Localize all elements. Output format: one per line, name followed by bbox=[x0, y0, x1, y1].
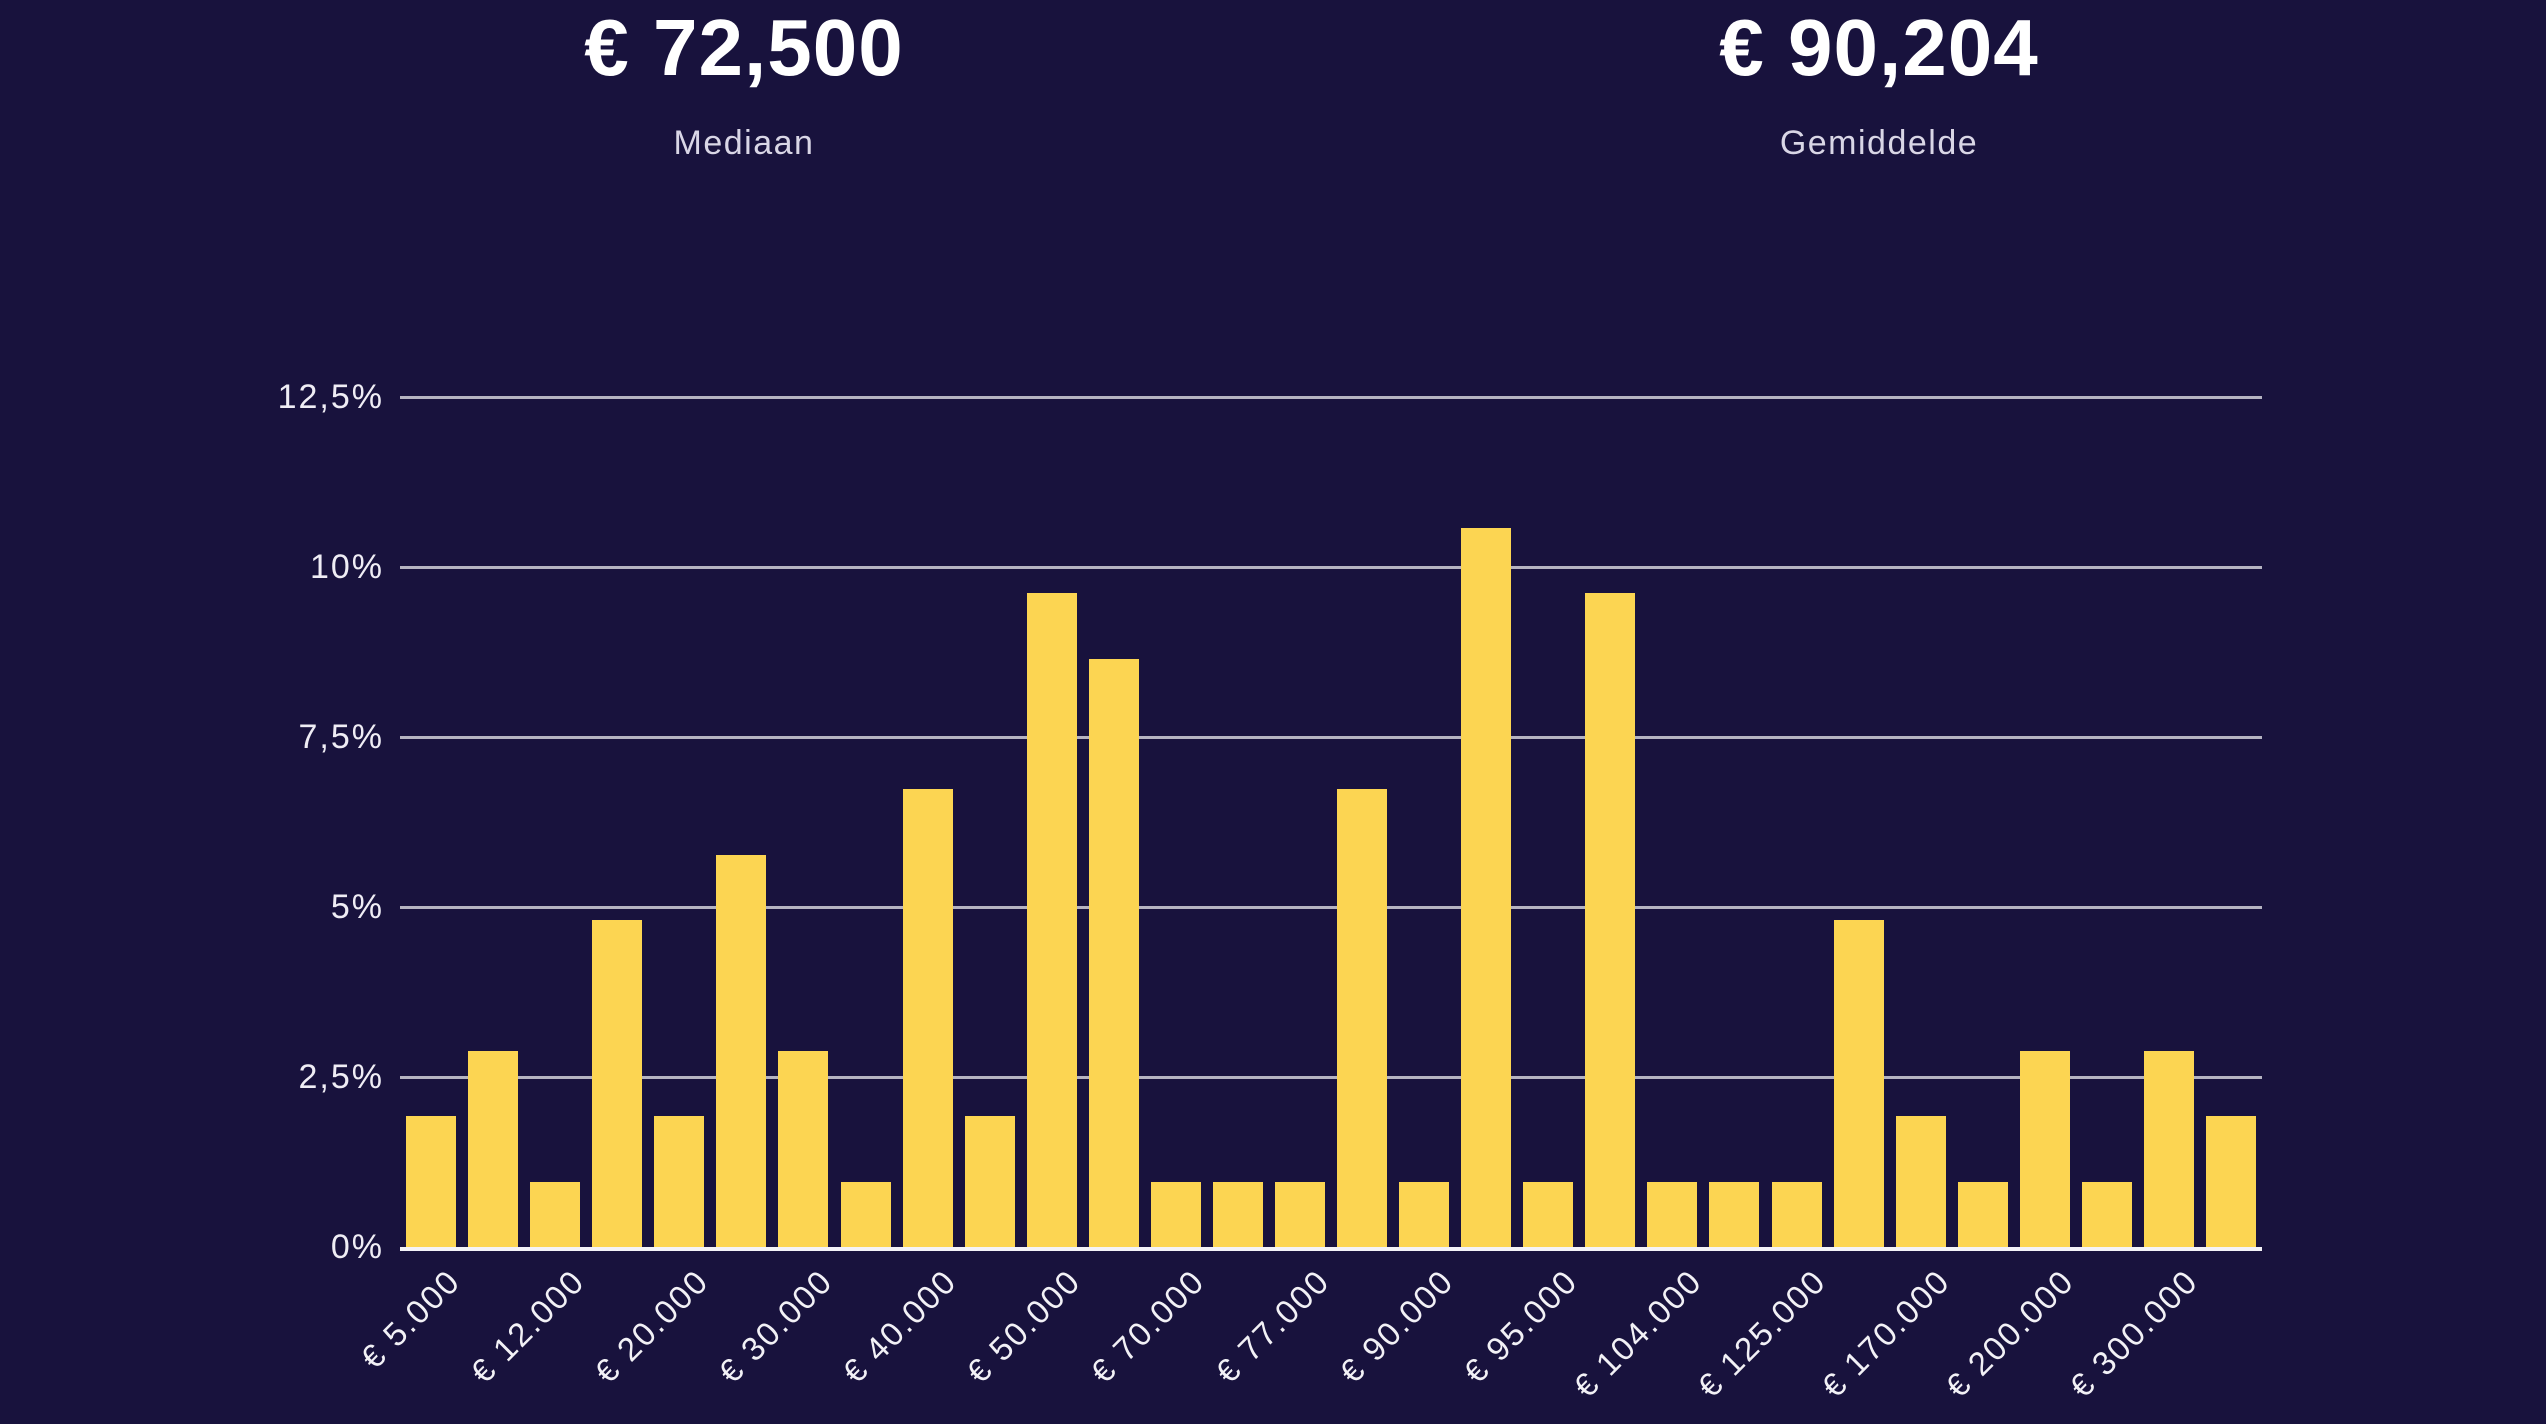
y-axis-tick-label: 2,5% bbox=[298, 1058, 384, 1096]
x-axis-tick-label: € 30.000 bbox=[711, 1262, 840, 1391]
bar-unlabeled-12 bbox=[1088, 658, 1139, 1247]
x-axis-tick-label: € 125.000 bbox=[1689, 1262, 1833, 1405]
average-label: Gemiddelde bbox=[1779, 124, 1979, 162]
bar-unlabeled-20 bbox=[1585, 592, 1636, 1247]
x-axis-tick-label: € 104.000 bbox=[1565, 1262, 1709, 1405]
y-axis-tick-label: 7,5% bbox=[298, 718, 384, 756]
gridline bbox=[400, 905, 2262, 909]
gridline bbox=[400, 395, 2262, 399]
bar-€ 200.000 bbox=[2019, 1051, 2070, 1247]
bar-unlabeled-28 bbox=[2081, 1181, 2132, 1247]
x-axis-tick-label: € 5.000 bbox=[353, 1262, 468, 1376]
bar-€ 77.000 bbox=[1274, 1181, 1325, 1247]
x-axis-line bbox=[400, 1247, 2262, 1251]
bar-unlabeled-4 bbox=[592, 919, 643, 1247]
bar-€ 12.000 bbox=[530, 1181, 581, 1247]
bar-€ 40.000 bbox=[902, 789, 953, 1247]
y-axis-tick-label: 12,5% bbox=[277, 378, 384, 416]
median-label: Mediaan bbox=[673, 124, 815, 162]
x-axis-tick-label: € 90.000 bbox=[1331, 1262, 1461, 1391]
gridline bbox=[400, 735, 2262, 739]
bar-€ 95.000 bbox=[1523, 1181, 1574, 1247]
bar-chart-plot-area bbox=[400, 395, 2262, 1251]
bar-€ 30.000 bbox=[778, 1051, 829, 1247]
bar-unlabeled-30 bbox=[2205, 1116, 2256, 1247]
median-stat: € 72,500 Mediaan bbox=[424, 8, 1064, 163]
x-axis-tick-label: € 170.000 bbox=[1814, 1262, 1957, 1405]
y-axis-tick-label: 5% bbox=[330, 888, 384, 926]
y-axis-tick-label: 0% bbox=[330, 1228, 384, 1266]
x-axis-tick-label: € 300.000 bbox=[2062, 1262, 2206, 1405]
bar-€ 90.000 bbox=[1399, 1181, 1450, 1247]
bar-€ 70.000 bbox=[1150, 1181, 1201, 1247]
gridline bbox=[400, 1075, 2262, 1079]
bar-unlabeled-2 bbox=[468, 1051, 519, 1247]
x-axis-tick-label: € 200.000 bbox=[1938, 1262, 2081, 1405]
x-axis-tick-label: € 12.000 bbox=[463, 1262, 592, 1391]
x-axis-tick-label: € 20.000 bbox=[587, 1262, 716, 1391]
bar-€ 104.000 bbox=[1647, 1181, 1698, 1247]
bar-€ 170.000 bbox=[1895, 1116, 1946, 1247]
bar-€ 20.000 bbox=[654, 1116, 705, 1247]
x-axis-tick-label: € 70.000 bbox=[1083, 1262, 1213, 1391]
x-axis-tick-label: € 40.000 bbox=[835, 1262, 964, 1391]
bar-€ 125.000 bbox=[1771, 1181, 1822, 1247]
gridline bbox=[400, 565, 2262, 569]
bar-unlabeled-22 bbox=[1709, 1181, 1760, 1247]
y-axis-tick-label: 10% bbox=[309, 548, 384, 586]
bar-unlabeled-26 bbox=[1957, 1181, 2008, 1247]
bar-unlabeled-24 bbox=[1833, 919, 1884, 1247]
average-stat: € 90,204 Gemiddelde bbox=[1559, 8, 2199, 163]
median-value: € 72,500 bbox=[584, 3, 904, 92]
bar-unlabeled-6 bbox=[716, 854, 767, 1247]
average-value: € 90,204 bbox=[1719, 3, 2039, 92]
bar-unlabeled-10 bbox=[964, 1116, 1015, 1247]
bar-€ 50.000 bbox=[1026, 592, 1077, 1247]
bar-€ 300.000 bbox=[2143, 1051, 2194, 1247]
bar-unlabeled-8 bbox=[840, 1181, 891, 1247]
bar-unlabeled-16 bbox=[1337, 789, 1388, 1247]
x-axis-tick-label: € 95.000 bbox=[1456, 1262, 1585, 1391]
bar-unlabeled-18 bbox=[1461, 527, 1512, 1247]
x-axis-tick-label: € 77.000 bbox=[1207, 1262, 1337, 1391]
bar-unlabeled-14 bbox=[1212, 1181, 1263, 1247]
bar-€ 5.000 bbox=[406, 1116, 457, 1247]
x-axis-tick-label: € 50.000 bbox=[959, 1262, 1088, 1391]
